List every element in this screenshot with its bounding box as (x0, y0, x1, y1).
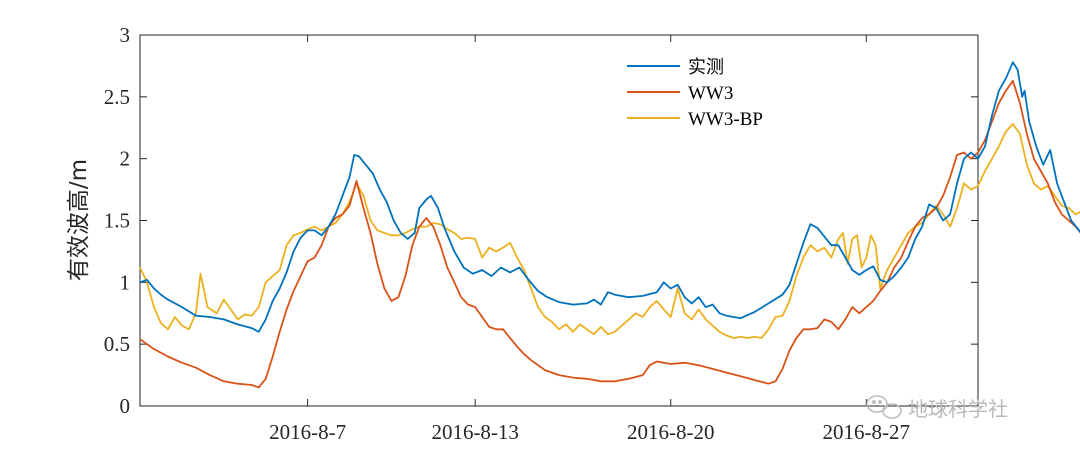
legend: 实测 WW3 WW3-BP (627, 57, 763, 130)
x-tick-label: 2016-8-27 (823, 420, 911, 444)
y-tick-label: 2 (120, 147, 131, 171)
plot-area (139, 34, 979, 407)
x-tick-label: 2016-8-20 (627, 420, 715, 444)
y-tick-label: 2.5 (104, 85, 130, 109)
y-tick-label: 1.5 (104, 209, 130, 233)
legend-label: WW3-BP (688, 109, 763, 130)
y-tick-label: 0.5 (104, 332, 130, 356)
x-axis: 2016-8-7 2016-8-13 2016-8-20 2016-8-27 (269, 35, 910, 444)
watermark-text: 地球科学社 (908, 397, 1008, 421)
x-tick-label: 2016-8-13 (431, 420, 519, 444)
legend-label: WW3 (688, 83, 733, 104)
y-tick-label: 0 (120, 394, 131, 418)
y-tick-label: 1 (120, 270, 131, 294)
series-line-0 (139, 61, 1080, 333)
y-axis-title: 有效波高/m (66, 159, 92, 281)
legend-label: 实测 (688, 57, 724, 78)
y-tick-label: 3 (120, 23, 131, 47)
y-axis: 0 0.5 1 1.5 2 2.5 3 (104, 23, 978, 418)
series-line-2 (139, 123, 1080, 339)
x-tick-label: 2016-8-7 (269, 420, 346, 444)
wechat-icon (866, 395, 902, 419)
watermark: 地球科学社 (866, 395, 1008, 421)
series-lines (139, 61, 1080, 389)
